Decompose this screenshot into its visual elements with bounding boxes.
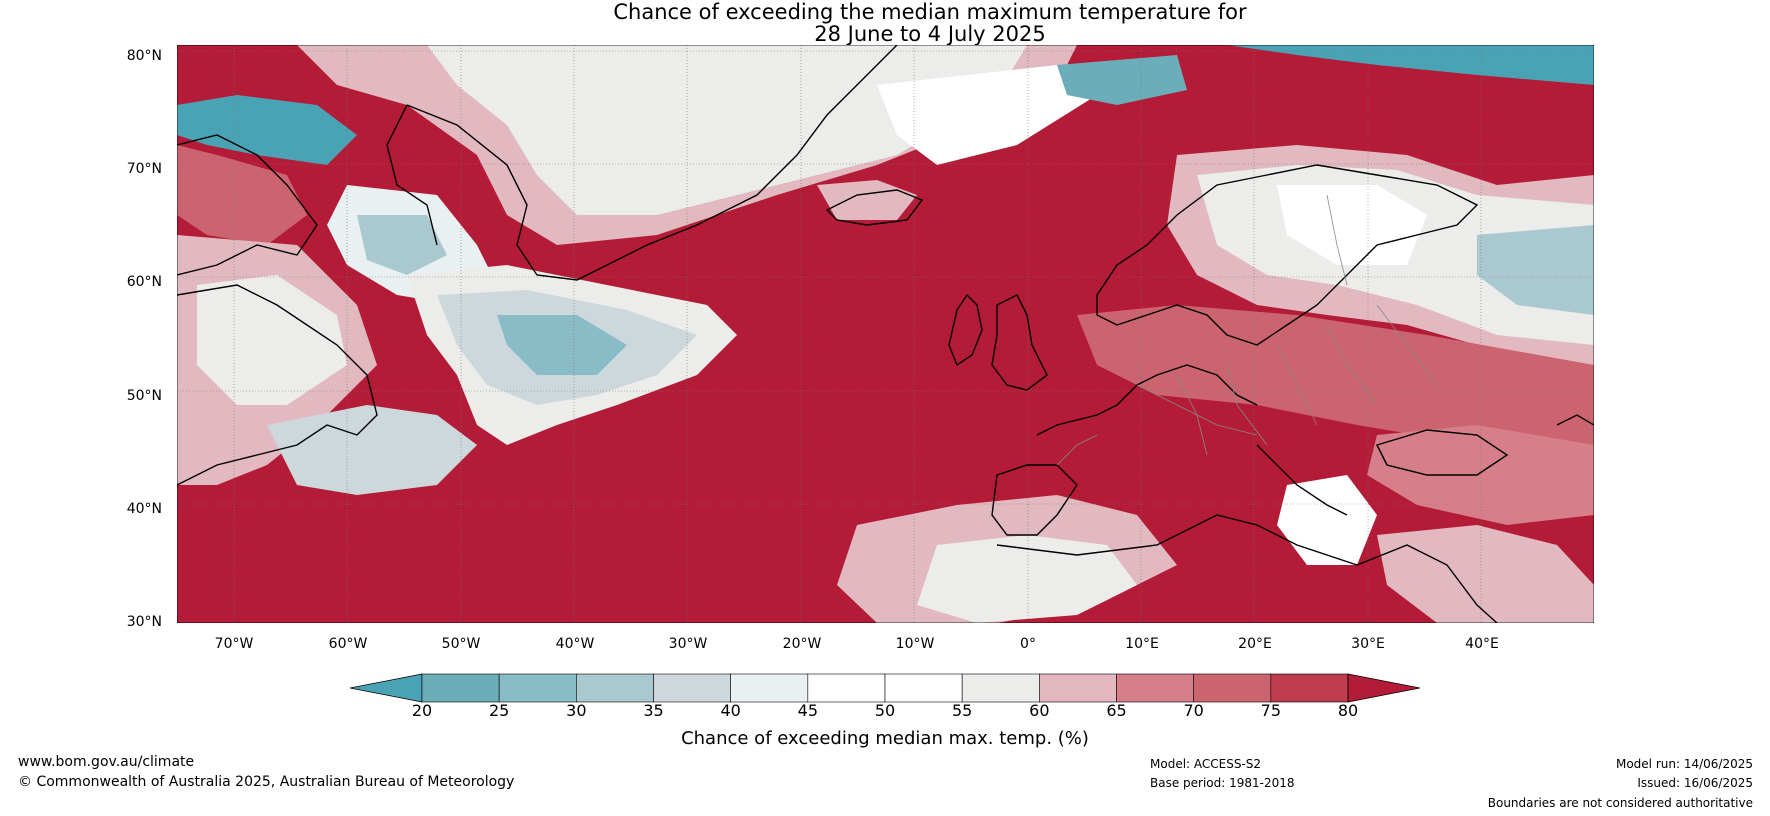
europe-warm-band — [1077, 305, 1594, 465]
lon-label-20w: 20°W — [782, 636, 822, 652]
colorbar-segment — [1193, 673, 1272, 703]
lon-label-50w: 50°W — [441, 636, 481, 652]
website-url[interactable]: www.bom.gov.au/climate — [18, 754, 195, 770]
colorbar — [350, 673, 1420, 703]
north-africa-neutral-region — [917, 535, 1137, 623]
lat-label-70n: 70°N — [126, 161, 162, 177]
black-sea-warm-region — [1367, 425, 1594, 525]
colorbar-tick-label: 25 — [488, 701, 510, 720]
base-period: Base period: 1981-2018 — [1150, 776, 1295, 790]
forecast-map — [177, 45, 1594, 623]
colorbar-tick-label: 40 — [720, 701, 741, 720]
lat-label-60n: 60°N — [126, 274, 162, 290]
model-run-date: Model run: 14/06/2025 — [1615, 757, 1753, 771]
atlantic-cold-core — [497, 315, 627, 375]
arctic-cold-patch — [1227, 45, 1594, 85]
map-title-line2: 28 June to 4 July 2025 — [814, 22, 1046, 46]
colorbar-tick-label: 70 — [1183, 701, 1204, 720]
colorbar-segment — [961, 673, 1040, 703]
copyright-text: © Commonwealth of Australia 2025, Austra… — [18, 774, 515, 790]
lat-label-50n: 50°N — [126, 388, 162, 404]
colorbar-extend-low — [350, 673, 423, 703]
lon-label-40w: 40°W — [555, 636, 595, 652]
lon-label-70w: 70°W — [214, 636, 254, 652]
colorbar-tick-label: 20 — [411, 701, 433, 720]
lon-label-20e: 20°E — [1238, 636, 1272, 652]
colorbar-segment — [884, 673, 963, 703]
middle-east-mild-region — [1377, 525, 1594, 623]
lon-label-40e: 40°E — [1465, 636, 1499, 652]
issued-date: Issued: 16/06/2025 — [1637, 776, 1753, 790]
lon-label-30e: 30°E — [1351, 636, 1385, 652]
aegean-white-region — [1277, 475, 1377, 565]
model-name: Model: ACCESS-S2 — [1150, 757, 1262, 771]
colorbar-tick-label: 60 — [1029, 701, 1050, 720]
colorbar-tick-label: 75 — [1260, 701, 1281, 720]
map-title-line1: Chance of exceeding the median maximum t… — [613, 0, 1247, 24]
colorbar-segment — [807, 673, 886, 703]
coastlines — [177, 45, 1594, 623]
arctic-white-region — [877, 65, 1097, 165]
lat-label-30n: 30°N — [126, 614, 162, 630]
russia-cool-region — [1477, 225, 1594, 315]
colorbar-segment — [498, 673, 577, 703]
colorbar-segment — [576, 673, 654, 703]
gulf-of-maine-cool-region — [267, 405, 477, 495]
colorbar-tick-label: 50 — [874, 701, 896, 720]
greenland-neutral-region — [427, 45, 1027, 215]
north-america-neutral-region — [197, 275, 347, 405]
colorbar-label: Chance of exceeding median max. temp. (%… — [681, 728, 1089, 749]
baffin-cold-region — [177, 95, 357, 165]
svalbard-cool-patch — [1057, 55, 1187, 105]
labrador-cold-core — [357, 215, 447, 275]
lon-label-10w: 10°W — [895, 636, 935, 652]
colorbar-segment — [653, 673, 731, 703]
lon-label-10e: 10°E — [1125, 636, 1159, 652]
colorbar-segment — [1116, 673, 1194, 703]
colorbar-segment — [421, 673, 500, 703]
lat-label-80n: 80°N — [126, 48, 162, 64]
map-gridlines — [177, 45, 1594, 623]
colorbar-tick-label: 45 — [797, 701, 818, 720]
colorbar-tick-label: 35 — [643, 701, 664, 720]
colorbar-tick-label: 65 — [1106, 701, 1127, 720]
lon-label-30w: 30°W — [668, 636, 708, 652]
colorbar-segment — [1039, 673, 1117, 703]
colorbar-segment — [1270, 673, 1349, 703]
hudson-warm-region — [177, 145, 307, 245]
finland-white-region — [1277, 185, 1427, 265]
boundaries-disclaimer: Boundaries are not considered authoritat… — [1487, 796, 1753, 810]
country-borders — [1056, 194, 1438, 466]
colorbar-segment — [730, 673, 809, 703]
colorbar-extend-high — [1347, 673, 1420, 703]
lon-label-60w: 60°W — [328, 636, 368, 652]
lat-label-40n: 40°N — [126, 501, 162, 517]
colorbar-tick-label: 30 — [566, 701, 587, 720]
lon-label-0: 0° — [1020, 636, 1036, 652]
colorbar-tick-label: 55 — [951, 701, 973, 720]
colorbar-tick-label: 80 — [1337, 701, 1359, 720]
